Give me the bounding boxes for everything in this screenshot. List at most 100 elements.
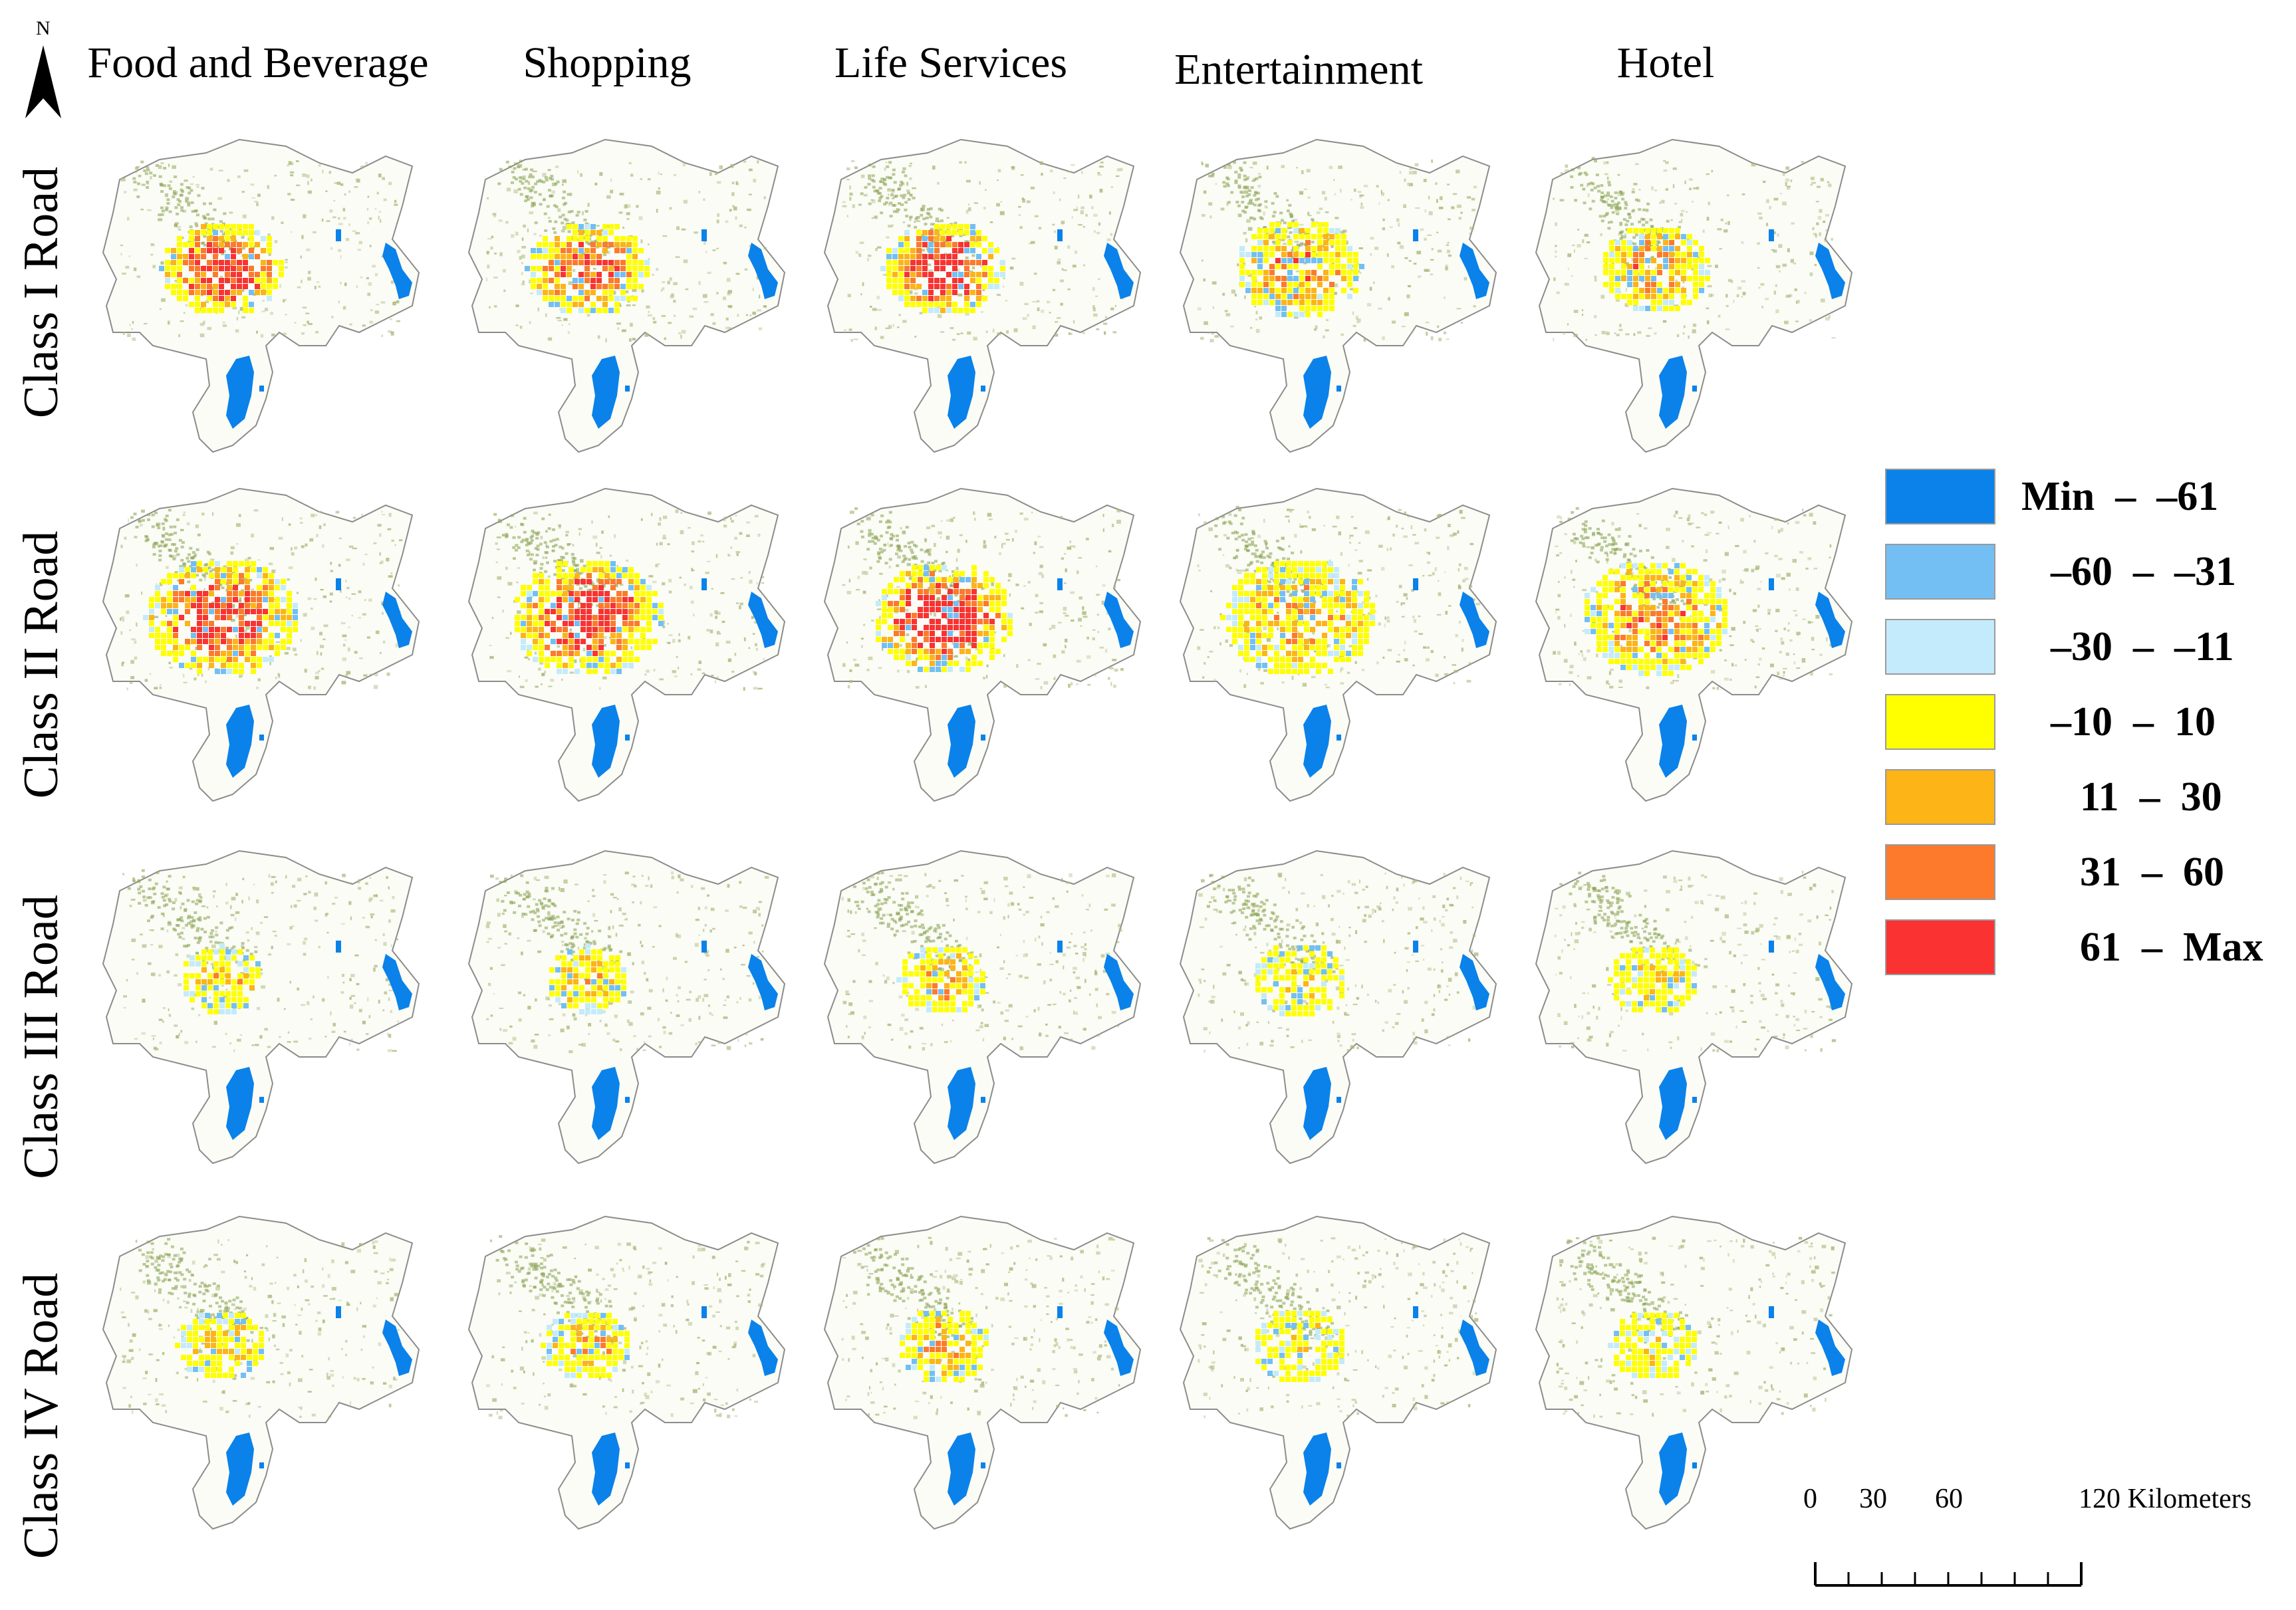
hotspot-cell [1668, 671, 1674, 676]
hotspot-cell [942, 613, 947, 618]
hotspot-cell [261, 284, 266, 289]
hotspot-cell [1268, 645, 1273, 650]
hotspot-cell [621, 985, 626, 990]
hotspot-cell [287, 591, 292, 596]
hotspot-cell [1596, 641, 1602, 646]
hotspot-cell [936, 649, 941, 654]
hotspot-cell [1281, 294, 1287, 299]
hotspot-cell [239, 669, 244, 674]
hotspot-cell [952, 284, 957, 289]
hotspot-cell [1239, 252, 1245, 257]
hotspot-cell [970, 308, 975, 313]
hotspot-cell [640, 579, 646, 584]
hotspot-cell [946, 290, 952, 295]
hotspot-cell [612, 1319, 618, 1324]
hotspot-cell [962, 959, 967, 965]
hotspot-cell [527, 621, 532, 626]
hotspot-cell [936, 589, 941, 594]
hotspot-cell [1285, 969, 1291, 975]
hotspot-cell [1656, 647, 1662, 652]
hotspot-cell [1596, 647, 1602, 652]
hotspot-cell [231, 242, 236, 247]
hotspot-cell [261, 272, 266, 277]
hotspot-cell [155, 585, 160, 590]
hotspot-cell [1280, 585, 1285, 590]
hotspot-cell [235, 1349, 240, 1354]
hotspot-cell [1364, 603, 1369, 608]
hotspot-cell [201, 949, 207, 955]
hotspot-cell [898, 272, 904, 277]
hotspot-cell [231, 278, 236, 283]
hotspot-cell [1335, 264, 1340, 269]
hotspot-cell [191, 657, 196, 662]
hotspot-cell [191, 567, 196, 572]
hotspot-cell [922, 260, 928, 265]
hotspot-cell [1668, 617, 1674, 622]
hotspot-cell [1650, 965, 1655, 971]
hotspot-cell [918, 1359, 923, 1364]
hotspot-cell [195, 308, 200, 313]
hotspot-cell [1323, 222, 1329, 227]
hotspot-cell [531, 272, 536, 277]
hotspot-cell [964, 260, 969, 265]
hotspot-cell [201, 308, 206, 313]
hotspot-cell [195, 266, 200, 271]
hotspot-cell [908, 1001, 914, 1006]
hotspot-cell [609, 955, 614, 961]
hotspot-cell [1614, 1331, 1619, 1336]
hotspot-cell [965, 1341, 971, 1346]
hotspot-cell [195, 260, 200, 265]
hotspot-cell [223, 1343, 228, 1348]
lake-east [1769, 941, 1774, 953]
hotspot-cell [241, 1355, 246, 1360]
hotspot-cell [1627, 294, 1632, 299]
hotspot-cell [195, 278, 200, 283]
hotspot-cell [287, 597, 292, 602]
hotspot-cell [938, 1007, 944, 1012]
hotspot-cell [965, 601, 971, 606]
hotspot-cell [243, 284, 248, 289]
hotspot-cell [1668, 587, 1674, 592]
hotspot-cell [983, 595, 989, 600]
hotspot-cell [1705, 276, 1710, 281]
hotspot-cell [616, 627, 622, 632]
hotspot-cell [624, 1343, 630, 1348]
hotspot-cell [1692, 599, 1698, 604]
hotspot-cell [1298, 567, 1303, 572]
hotspot-cell [950, 995, 956, 1000]
hotspot-cell [219, 991, 225, 996]
hotspot-cell [1322, 663, 1327, 668]
hotspot-cell [1656, 1001, 1661, 1006]
hotspot-cell [586, 591, 592, 596]
hotspot-cell [225, 955, 231, 961]
hotspot-cell [1232, 609, 1237, 614]
hotspot-cell [1333, 1365, 1339, 1370]
hotspot-cell [606, 1349, 612, 1354]
hotspot-cell [976, 230, 981, 235]
hotspot-cell [249, 230, 254, 235]
hotspot-cell [634, 597, 640, 602]
hotspot-cell [1347, 252, 1352, 257]
hotspot-cell [906, 661, 911, 666]
hotspot-cell [906, 1329, 911, 1334]
hotspot-cell [616, 657, 622, 662]
hotspot-cell [1310, 561, 1315, 566]
hotspot-cell [1620, 1319, 1625, 1324]
hotspot-cell [1674, 1343, 1679, 1348]
hotspot-cell [942, 1341, 947, 1346]
hotspot-cell [983, 601, 989, 606]
hotspot-cell [161, 579, 166, 584]
hotspot-cell [1310, 603, 1315, 608]
hotspot-cell [1650, 593, 1656, 598]
hotspot-cell [209, 609, 214, 614]
hotspot-cell [1274, 669, 1279, 674]
hotspot-cell [1250, 633, 1255, 638]
hotspot-cell [1346, 651, 1351, 656]
hotspot-cell [257, 609, 262, 614]
hotspot-cell [912, 613, 917, 618]
hotspot-cell [1315, 1377, 1321, 1382]
hotspot-cell [247, 1325, 252, 1330]
hotspot-cell [609, 979, 614, 984]
hotspot-cell [934, 224, 940, 229]
pond-south [625, 1097, 630, 1103]
